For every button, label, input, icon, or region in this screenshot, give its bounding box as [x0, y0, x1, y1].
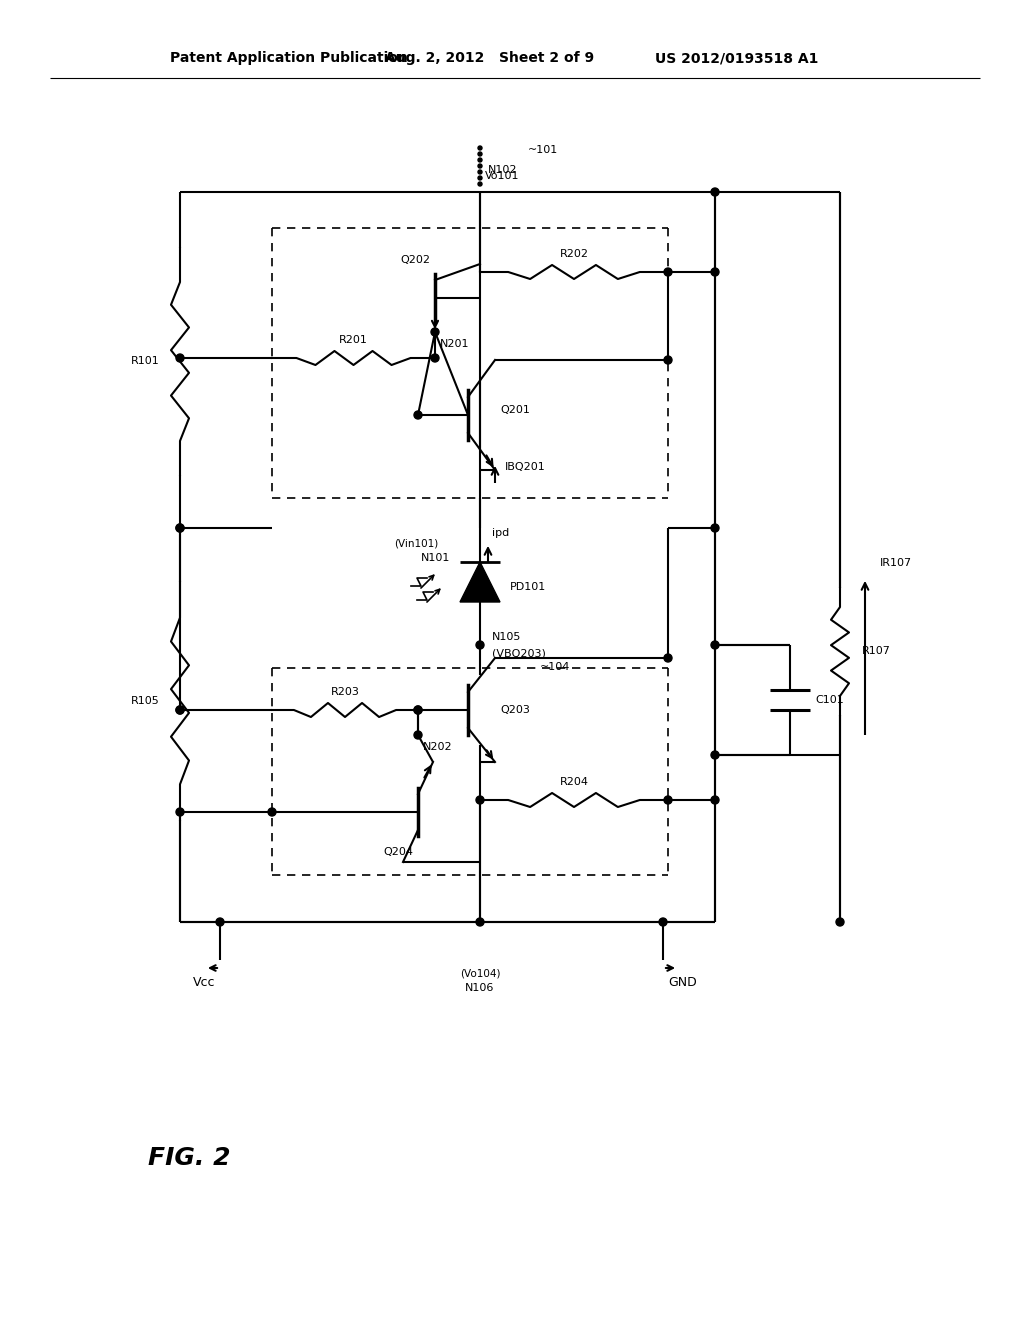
Text: N101: N101	[421, 553, 450, 564]
Circle shape	[176, 354, 184, 362]
Circle shape	[711, 524, 719, 532]
Circle shape	[478, 176, 482, 180]
Text: R202: R202	[559, 249, 589, 259]
Circle shape	[414, 731, 422, 739]
Text: (VBQ203): (VBQ203)	[492, 648, 546, 657]
Text: (Vo104): (Vo104)	[460, 968, 501, 978]
Circle shape	[176, 706, 184, 714]
Circle shape	[478, 170, 482, 174]
Circle shape	[176, 524, 184, 532]
Text: N202: N202	[423, 742, 453, 752]
Circle shape	[711, 268, 719, 276]
Circle shape	[478, 147, 482, 150]
Text: R203: R203	[331, 686, 359, 697]
Circle shape	[216, 917, 224, 927]
Text: R101: R101	[131, 356, 160, 366]
Circle shape	[476, 642, 484, 649]
Text: ~104: ~104	[540, 663, 570, 672]
Text: C101: C101	[815, 696, 844, 705]
Text: Q201: Q201	[500, 405, 529, 414]
Text: Aug. 2, 2012   Sheet 2 of 9: Aug. 2, 2012 Sheet 2 of 9	[385, 51, 594, 65]
Circle shape	[711, 796, 719, 804]
Circle shape	[664, 796, 672, 804]
Circle shape	[414, 706, 422, 714]
Text: N106: N106	[465, 983, 495, 993]
Text: R105: R105	[131, 696, 160, 706]
Text: Patent Application Publication: Patent Application Publication	[170, 51, 408, 65]
Circle shape	[476, 796, 484, 804]
Text: ~101: ~101	[528, 145, 558, 154]
Circle shape	[431, 354, 439, 362]
Circle shape	[431, 327, 439, 337]
Circle shape	[664, 653, 672, 663]
Text: Q203: Q203	[500, 705, 529, 715]
Circle shape	[476, 917, 484, 927]
Circle shape	[176, 706, 184, 714]
Circle shape	[478, 158, 482, 162]
Circle shape	[659, 917, 667, 927]
Text: (Vin101): (Vin101)	[394, 539, 438, 548]
Circle shape	[268, 808, 276, 816]
Text: R204: R204	[559, 777, 589, 787]
Text: Q202: Q202	[400, 255, 430, 265]
Circle shape	[414, 706, 422, 714]
Text: ipd: ipd	[492, 528, 509, 539]
Text: N102: N102	[488, 165, 517, 176]
Circle shape	[176, 524, 184, 532]
Circle shape	[478, 164, 482, 168]
Circle shape	[711, 187, 719, 195]
Text: GND: GND	[668, 975, 696, 989]
Text: IBQ201: IBQ201	[505, 462, 546, 473]
Circle shape	[478, 182, 482, 186]
Text: N201: N201	[440, 339, 469, 348]
Text: R201: R201	[339, 335, 368, 345]
Circle shape	[836, 917, 844, 927]
Text: FIG. 2: FIG. 2	[148, 1146, 230, 1170]
Circle shape	[711, 642, 719, 649]
Text: Q204: Q204	[383, 847, 413, 857]
Circle shape	[414, 411, 422, 418]
Text: US 2012/0193518 A1: US 2012/0193518 A1	[655, 51, 818, 65]
Circle shape	[176, 808, 184, 816]
Text: IR107: IR107	[880, 558, 912, 568]
Text: R107: R107	[862, 645, 891, 656]
Polygon shape	[460, 562, 500, 602]
Circle shape	[664, 268, 672, 276]
Circle shape	[478, 152, 482, 156]
Circle shape	[711, 751, 719, 759]
Text: Vcc: Vcc	[193, 975, 215, 989]
Circle shape	[664, 356, 672, 364]
Text: PD101: PD101	[510, 582, 546, 591]
Text: N105: N105	[492, 632, 521, 642]
Text: Vo101: Vo101	[485, 172, 519, 181]
